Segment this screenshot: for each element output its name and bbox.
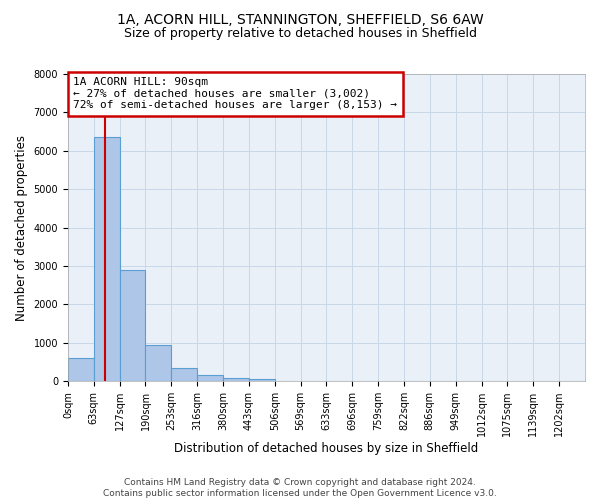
Bar (249, 380, 275, 381)
Bar (197, 376, 223, 381)
Bar (94, 138, 119, 381)
Text: 1A, ACORN HILL, STANNINGTON, SHEFFIELD, S6 6AW: 1A, ACORN HILL, STANNINGTON, SHEFFIELD, … (116, 12, 484, 26)
Y-axis label: Number of detached properties: Number of detached properties (15, 134, 28, 320)
Bar (119, 270, 145, 381)
Text: Size of property relative to detached houses in Sheffield: Size of property relative to detached ho… (124, 28, 476, 40)
Text: 1A ACORN HILL: 90sqm
← 27% of detached houses are smaller (3,002)
72% of semi-de: 1A ACORN HILL: 90sqm ← 27% of detached h… (73, 77, 397, 110)
X-axis label: Distribution of detached houses by size in Sheffield: Distribution of detached houses by size … (175, 442, 479, 455)
Bar (172, 368, 197, 381)
Text: Contains HM Land Registry data © Crown copyright and database right 2024.
Contai: Contains HM Land Registry data © Crown c… (103, 478, 497, 498)
Bar (68, 358, 94, 381)
Bar (223, 378, 249, 381)
Bar (145, 344, 172, 381)
